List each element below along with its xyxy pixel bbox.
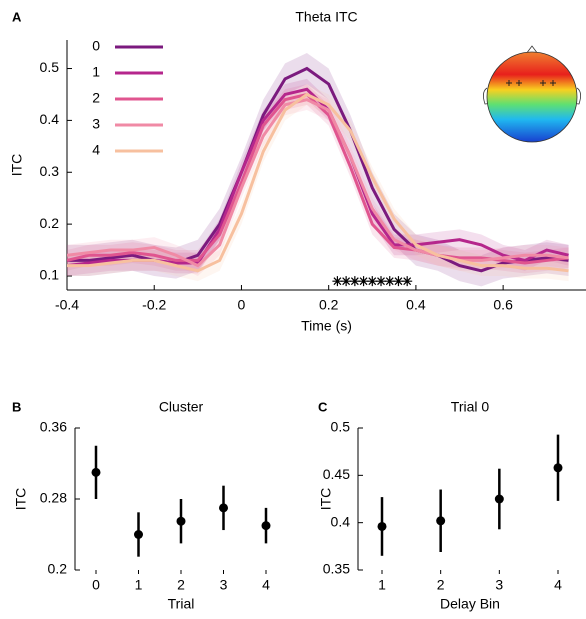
significance-marker (367, 276, 378, 287)
legend-label: 1 (92, 64, 100, 80)
significance-marker (332, 276, 343, 287)
data-point (91, 467, 101, 477)
x-tick-label: -0.4 (55, 297, 79, 313)
y-tick-label: 0.4 (331, 513, 351, 529)
x-tick-label: 3 (495, 577, 503, 593)
x-tick-label: 2 (177, 577, 185, 593)
significance-marker (393, 276, 404, 287)
data-point (219, 503, 228, 513)
x-axis-label: Trial (168, 596, 195, 612)
y-axis-label: ITC (318, 488, 334, 511)
data-point (494, 494, 504, 504)
data-point (261, 521, 271, 531)
panel-label: A (12, 9, 22, 24)
x-tick-label: 2 (437, 577, 445, 593)
x-tick-label: -0.2 (142, 297, 166, 313)
data-point (377, 521, 387, 531)
y-tick-label: 0.1 (40, 267, 60, 283)
chart-title: Cluster (159, 399, 204, 415)
x-axis-label: Delay Bin (440, 596, 500, 612)
y-axis-label: ITC (13, 488, 29, 511)
y-tick-label: 0.28 (40, 490, 67, 506)
legend-label: 4 (92, 142, 100, 158)
significance-marker (349, 276, 360, 287)
y-tick-label: 0.3 (40, 163, 60, 179)
x-tick-label: 0 (92, 577, 100, 593)
y-axis-label: ITC (9, 154, 25, 177)
panel-label: C (318, 399, 328, 414)
series-line (67, 98, 569, 268)
y-tick-label: 0.5 (40, 59, 60, 75)
significance-marker (341, 276, 352, 287)
x-tick-label: 1 (378, 577, 386, 593)
x-tick-label: 4 (554, 577, 562, 593)
data-point (436, 516, 446, 526)
significance-marker (376, 276, 387, 287)
x-tick-label: 1 (135, 577, 143, 593)
data-point (176, 516, 186, 526)
x-tick-label: 3 (220, 577, 228, 593)
x-tick-label: 0.6 (493, 297, 513, 313)
y-tick-label: 0.45 (323, 466, 350, 482)
legend-label: 0 (92, 38, 100, 54)
x-tick-label: 0 (238, 297, 246, 313)
y-tick-label: 0.5 (331, 419, 351, 435)
x-tick-label: 0.2 (319, 297, 339, 313)
data-point (134, 530, 143, 539)
y-tick-label: 0.2 (48, 561, 68, 577)
x-tick-label: 0.4 (406, 297, 426, 313)
x-tick-label: 4 (262, 577, 270, 593)
significance-marker (402, 276, 413, 287)
y-tick-label: 0.4 (40, 111, 60, 127)
x-axis-label: Time (s) (301, 318, 352, 334)
panel-label: B (12, 399, 21, 414)
topomap (483, 45, 581, 143)
y-tick-label: 0.35 (323, 561, 350, 577)
chart-title: Theta ITC (295, 9, 357, 25)
significance-marker (358, 276, 369, 287)
y-tick-label: 0.36 (40, 419, 67, 435)
significance-marker (384, 276, 395, 287)
series-line (67, 92, 569, 273)
y-tick-label: 0.2 (40, 215, 60, 231)
chart-title: Trial 0 (451, 399, 490, 415)
data-point (553, 463, 563, 473)
legend-label: 2 (92, 90, 100, 106)
legend-label: 3 (92, 116, 100, 132)
plot-area (67, 52, 569, 287)
